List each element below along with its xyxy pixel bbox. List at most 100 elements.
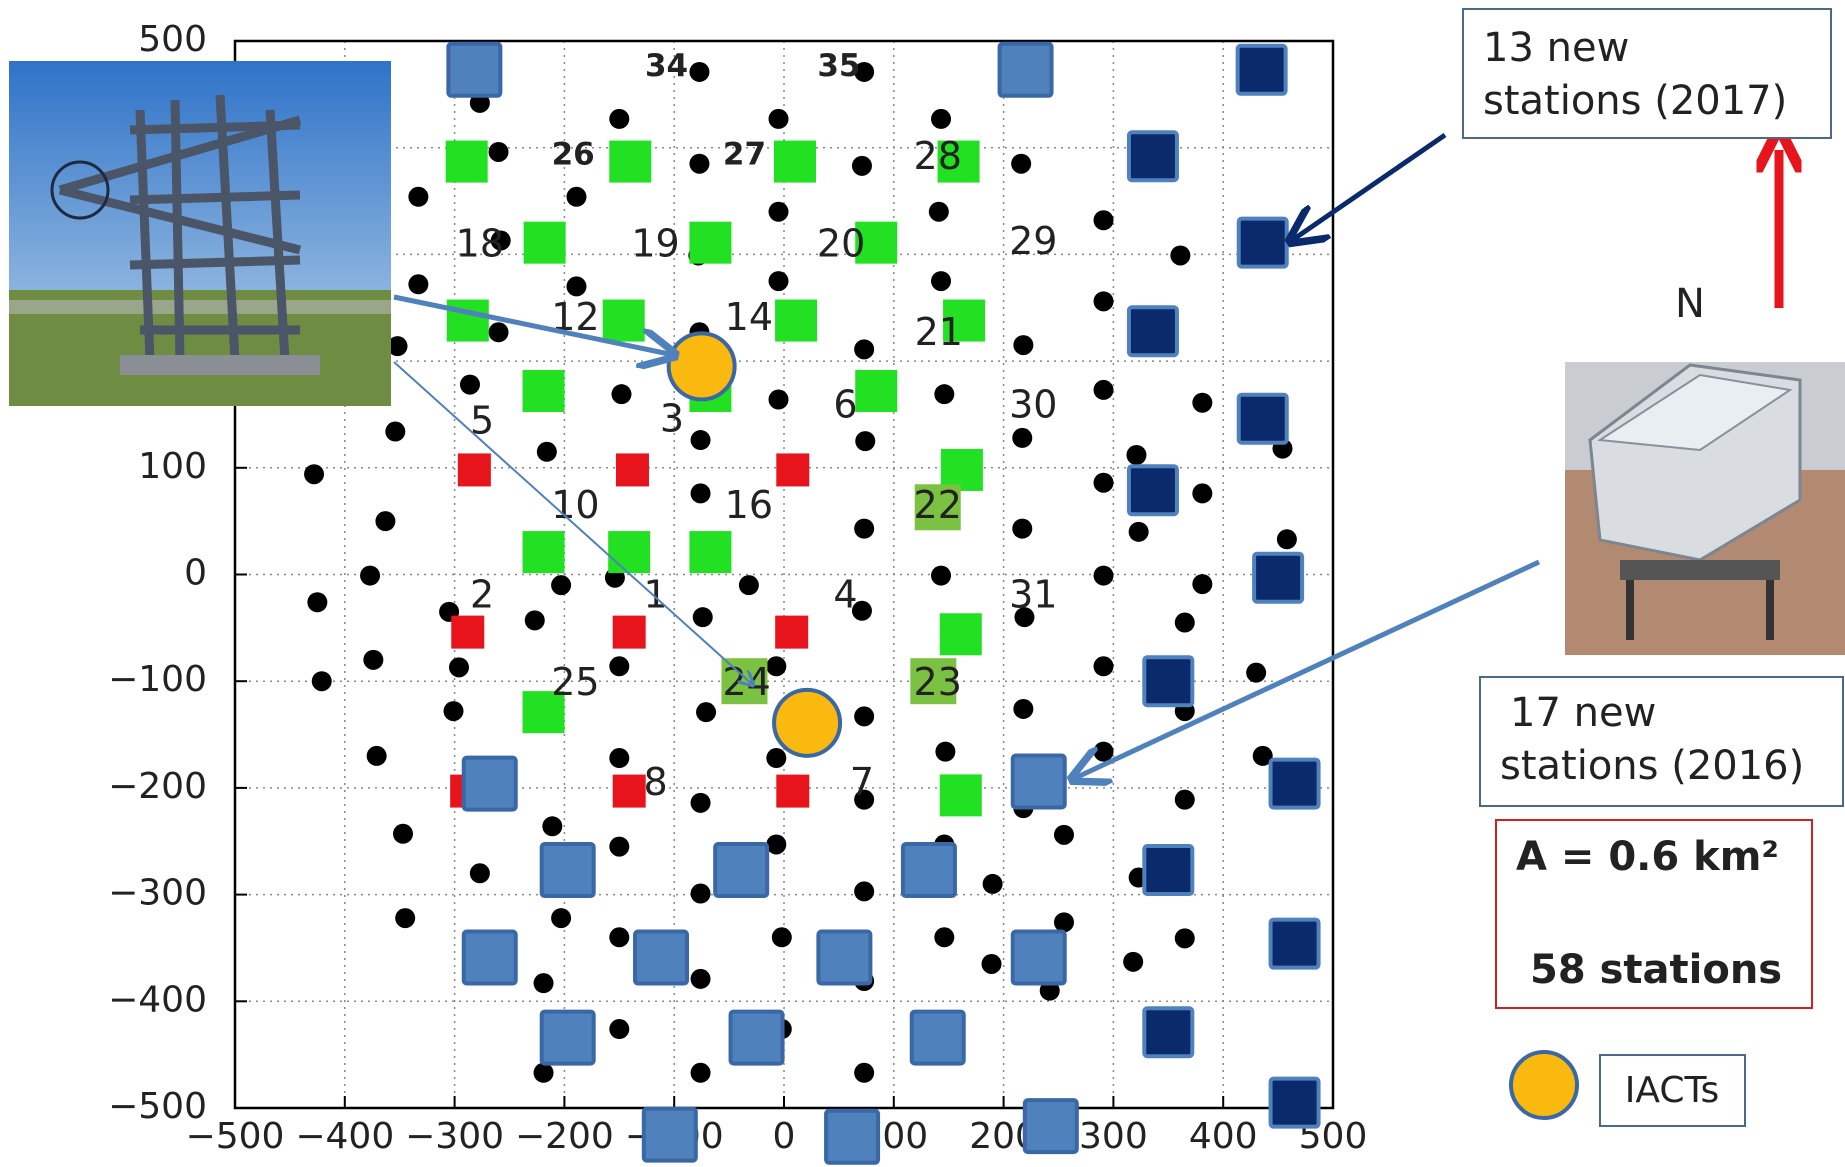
station-dot (489, 142, 509, 162)
station-dot (772, 927, 792, 947)
station-dot (691, 1063, 711, 1083)
station-dot (696, 702, 716, 722)
station-square (464, 758, 516, 810)
station-dot (854, 881, 874, 901)
station-dot (739, 575, 759, 595)
station-dot (1170, 245, 1190, 265)
station-dot (852, 156, 872, 176)
station-square (635, 932, 687, 984)
station-dot (1126, 445, 1146, 465)
station-dot (766, 834, 786, 854)
station-square (603, 300, 645, 342)
x-tick-label: 0 (773, 1116, 796, 1157)
station-square (542, 1012, 594, 1064)
station-square (1271, 920, 1319, 968)
station-dot (360, 566, 380, 586)
station-dot (609, 837, 629, 857)
station-square (1238, 46, 1286, 94)
station-square (1144, 657, 1192, 705)
station-dot (691, 430, 711, 450)
station-dot (609, 1019, 629, 1039)
station-dot (470, 863, 490, 883)
station-square (1254, 554, 1302, 602)
station-dot (551, 575, 571, 595)
annotation-text: 58 stations (1530, 947, 1782, 993)
station-dot (609, 109, 629, 129)
station-square (1013, 755, 1065, 807)
station-dot (1012, 519, 1032, 539)
station-square (613, 775, 646, 808)
station-label: 34 (645, 48, 688, 84)
station-square (523, 531, 565, 573)
station-square (608, 531, 650, 573)
station-square (446, 141, 488, 183)
station-square (940, 613, 982, 655)
station-dot (1246, 663, 1266, 683)
station-square (912, 1012, 964, 1064)
station-label: 4 (833, 572, 857, 616)
station-dot (934, 927, 954, 947)
station-label: 29 (1009, 219, 1057, 263)
station-dot (609, 927, 629, 947)
annotation-text: N (1675, 281, 1705, 327)
annotation-text: 17 new (1510, 690, 1656, 736)
x-tick-label: 400 (1189, 1116, 1258, 1157)
legend-label: IACTs (1625, 1070, 1720, 1111)
station-dot (1094, 380, 1114, 400)
station-dot (408, 187, 428, 207)
station-label: 10 (551, 483, 599, 527)
station-label: 5 (470, 398, 494, 442)
station-square (689, 531, 731, 573)
station-dot (669, 333, 735, 399)
station-dot (367, 746, 387, 766)
station-dot (982, 954, 1002, 974)
x-tick-label: 300 (1079, 1116, 1148, 1157)
station-dot (766, 748, 786, 768)
station-dot (1054, 912, 1074, 932)
station-square (855, 370, 897, 412)
station-label: 27 (723, 137, 766, 173)
station-label: 26 (552, 137, 595, 173)
station-dot (1192, 483, 1212, 503)
station-square (715, 844, 767, 896)
y-tick-label: −300 (108, 873, 207, 914)
station-dot (312, 671, 332, 691)
station-square (826, 1111, 878, 1163)
station-square (542, 844, 594, 896)
station-dot (1094, 291, 1114, 311)
station-label: 2 (470, 572, 494, 616)
station-dot (609, 656, 629, 676)
station-dot (693, 607, 713, 627)
station-dot (1094, 473, 1114, 493)
station-square (903, 844, 955, 896)
station-dot (855, 431, 875, 451)
station-dot (449, 657, 469, 677)
x-tick-label: −400 (295, 1116, 394, 1157)
station-square (1271, 760, 1319, 808)
station-dot (691, 884, 711, 904)
station-square (609, 141, 651, 183)
station-dot (385, 422, 405, 442)
station-square (1000, 44, 1052, 96)
station-square (524, 222, 566, 264)
station-dot (1094, 210, 1114, 230)
station-dot (931, 109, 951, 129)
station-dot (611, 384, 631, 404)
station-dot (1012, 428, 1032, 448)
station-dot (537, 442, 557, 462)
station-dot (854, 1063, 874, 1083)
station-dot (689, 62, 709, 82)
y-tick-label: −500 (108, 1086, 207, 1127)
station-dot (691, 793, 711, 813)
x-tick-label: −200 (515, 1116, 614, 1157)
station-dot (1094, 656, 1114, 676)
station-square (448, 44, 500, 96)
station-dot (489, 322, 509, 342)
station-dot (1175, 613, 1195, 633)
telescope-photo (9, 61, 391, 406)
station-dot (689, 154, 709, 174)
station-square (616, 453, 649, 486)
station-label: 1 (643, 572, 667, 616)
station-square (776, 453, 809, 486)
station-dot (931, 566, 951, 586)
